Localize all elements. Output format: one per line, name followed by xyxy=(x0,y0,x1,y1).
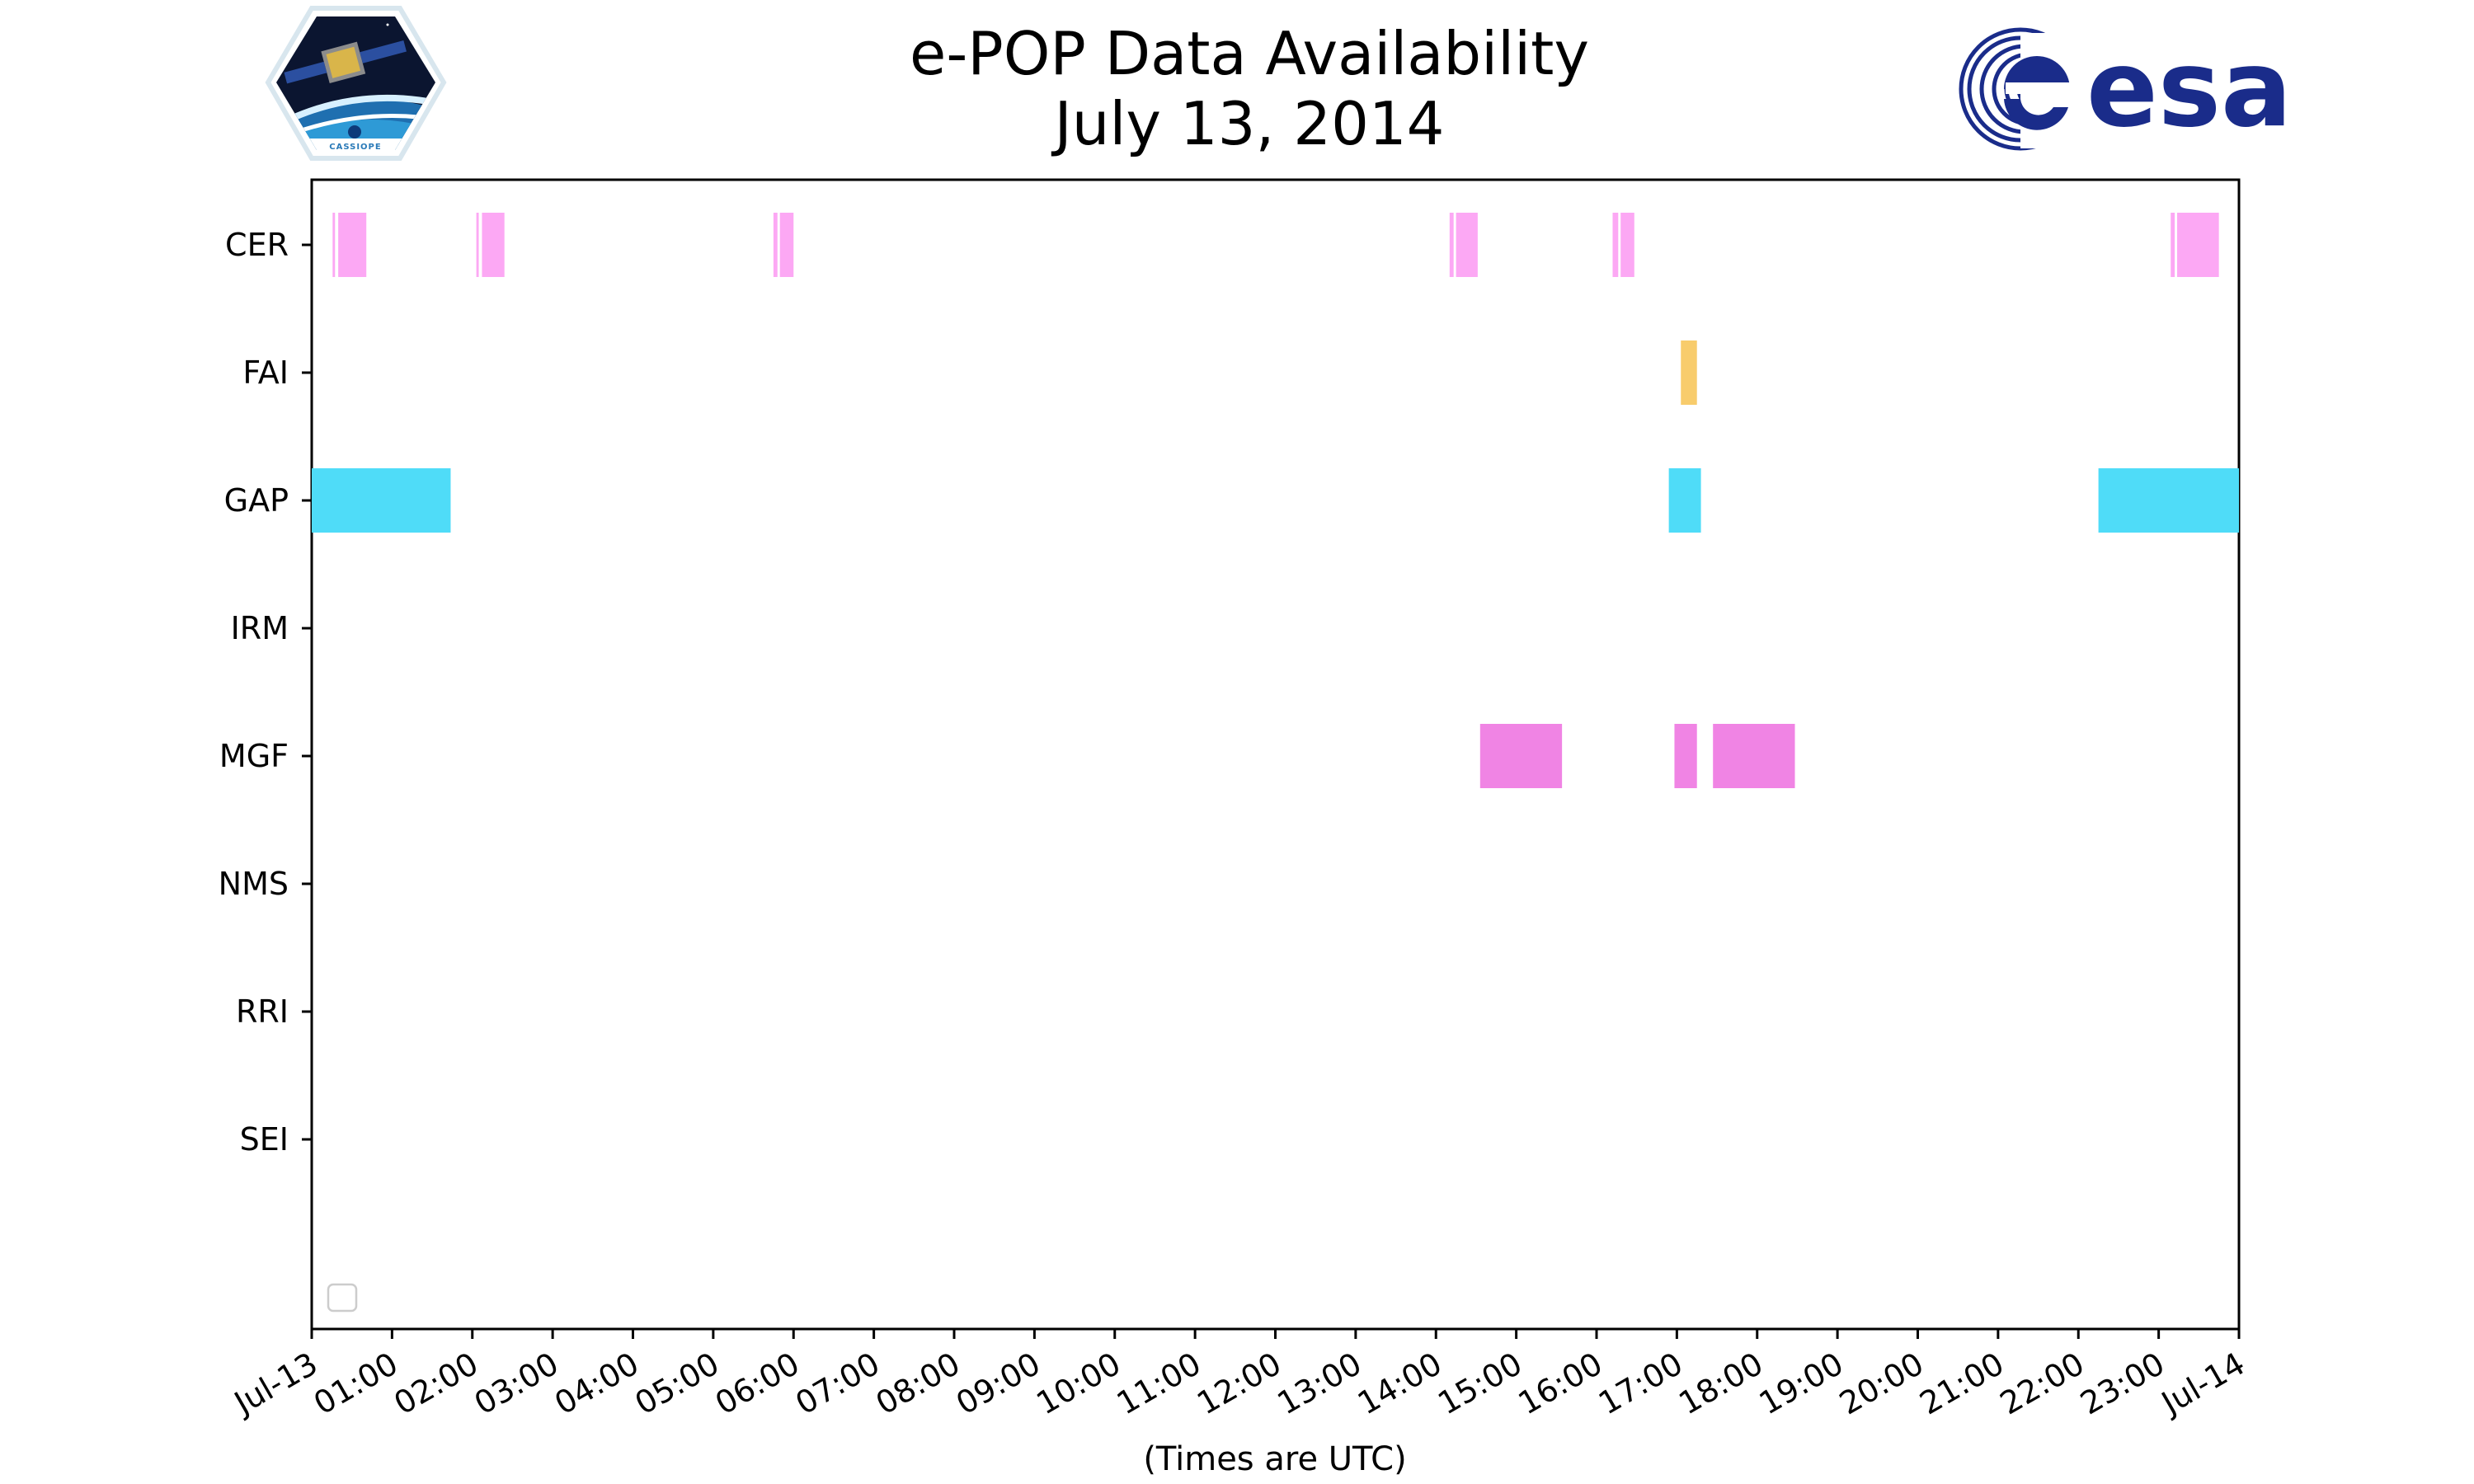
y-tick-label-fai: FAI xyxy=(242,355,289,391)
y-tick-label-cer: CER xyxy=(225,227,289,263)
x-tick-label-15: 15:00 xyxy=(1432,1345,1528,1422)
x-tick-label-19: 19:00 xyxy=(1753,1345,1850,1422)
x-tick-label-23: 23:00 xyxy=(2074,1345,2171,1422)
x-tick-label-9: 09:00 xyxy=(950,1345,1047,1422)
x-tick-label-18: 18:00 xyxy=(1672,1345,1769,1422)
x-tick-label-24: Jul-14 xyxy=(2154,1345,2251,1422)
x-tick-label-22: 22:00 xyxy=(1994,1345,2091,1422)
y-tick-label-irm: IRM xyxy=(231,610,289,646)
bar-mgf-2 xyxy=(1713,724,1795,788)
cassiope-logo: CASSIOPE xyxy=(265,6,447,161)
y-tick-label-nms: NMS xyxy=(219,866,289,902)
x-tick-label-8: 08:00 xyxy=(870,1345,967,1422)
x-tick-label-10: 10:00 xyxy=(1030,1345,1126,1422)
x-tick-label-5: 05:00 xyxy=(629,1345,726,1422)
cassiope-logo-text: CASSIOPE xyxy=(329,143,381,152)
legend-box xyxy=(327,1283,358,1313)
x-tick-label-11: 11:00 xyxy=(1111,1345,1207,1422)
x-tick-label-14: 14:00 xyxy=(1352,1345,1448,1422)
bar-cer-1 xyxy=(338,213,367,277)
x-tick-label-13: 13:00 xyxy=(1272,1345,1368,1422)
bar-cer-0 xyxy=(332,213,336,277)
bar-mgf-0 xyxy=(1479,724,1563,788)
x-axis: Jul-1301:0002:0003:0004:0005:0006:0007:0… xyxy=(227,1329,2251,1422)
x-tick-label-12: 12:00 xyxy=(1191,1345,1287,1422)
bar-cer-9 xyxy=(1620,213,1634,277)
y-tick-label-gap: GAP xyxy=(224,482,289,519)
bar-fai-0 xyxy=(1681,340,1697,405)
chart-title-line1: e-POP Data Availability xyxy=(910,19,1589,88)
x-tick-label-17: 17:00 xyxy=(1592,1345,1689,1422)
bar-cer-8 xyxy=(1612,213,1619,277)
plot-area xyxy=(310,178,2241,1331)
x-tick-label-2: 02:00 xyxy=(388,1345,484,1422)
x-tick-label-3: 03:00 xyxy=(468,1345,565,1422)
bar-cer-5 xyxy=(779,213,794,277)
x-axis-label: (Times are UTC) xyxy=(1143,1440,1406,1478)
bar-cer-11 xyxy=(2177,213,2219,277)
bars-layer xyxy=(312,213,2239,788)
x-tick-label-6: 06:00 xyxy=(709,1345,806,1422)
chart-title-line2: July 13, 2014 xyxy=(1051,89,1445,158)
x-tick-label-20: 20:00 xyxy=(1833,1345,1930,1422)
bar-gap-0 xyxy=(312,468,451,533)
x-tick-label-21: 21:00 xyxy=(1914,1345,2011,1422)
x-tick-label-7: 07:00 xyxy=(789,1345,886,1422)
y-tick-label-rri: RRI xyxy=(236,993,289,1030)
x-tick-label-16: 16:00 xyxy=(1512,1345,1609,1422)
x-tick-label-0: Jul-13 xyxy=(227,1345,323,1422)
y-tick-label-sei: SEI xyxy=(240,1121,289,1158)
bar-gap-1 xyxy=(1668,468,1701,533)
bar-cer-6 xyxy=(1449,213,1454,277)
bar-cer-4 xyxy=(773,213,778,277)
esa-logo-text: esa xyxy=(2086,28,2292,151)
bar-cer-10 xyxy=(2171,213,2175,277)
x-tick-label-1: 01:00 xyxy=(308,1345,404,1422)
bar-cer-7 xyxy=(1456,213,1478,277)
bar-gap-2 xyxy=(2098,468,2239,533)
y-tick-label-mgf: MGF xyxy=(219,738,289,774)
bar-cer-2 xyxy=(476,213,479,277)
y-axis: CER FAI GAP IRM MGF NMS RRI SEI xyxy=(219,227,312,1158)
bar-mgf-1 xyxy=(1674,724,1697,788)
x-tick-label-4: 04:00 xyxy=(548,1345,645,1422)
esa-logo: esa xyxy=(1959,27,2292,151)
bar-cer-3 xyxy=(482,213,505,277)
